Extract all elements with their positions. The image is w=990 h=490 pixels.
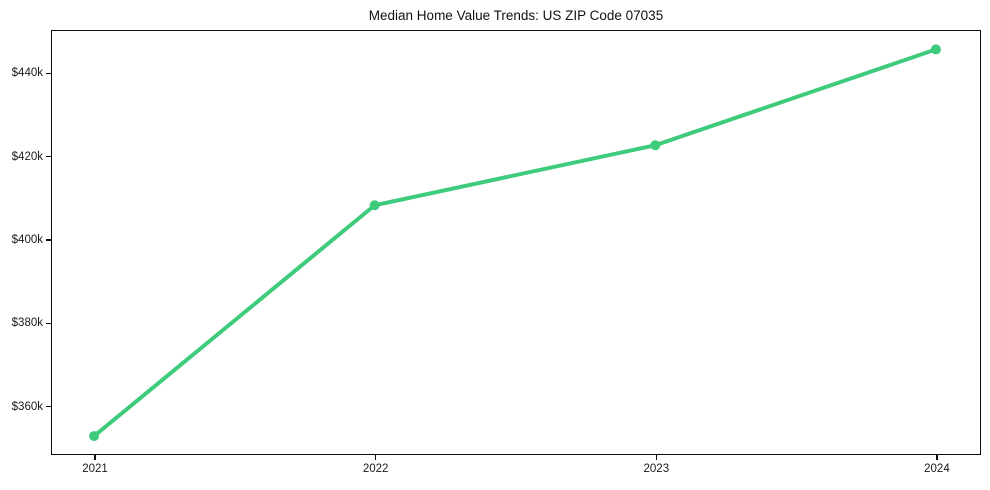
trend-line bbox=[92, 47, 939, 439]
y-tick-label: $380k bbox=[11, 317, 43, 330]
chart-title: Median Home Value Trends: US ZIP Code 07… bbox=[368, 8, 664, 23]
x-tick-mark bbox=[374, 455, 377, 460]
y-tick-label: $440k bbox=[11, 67, 43, 80]
x-tick-mark bbox=[94, 455, 96, 460]
y-tick-mark bbox=[46, 155, 51, 158]
y-tick-mark bbox=[46, 239, 51, 241]
x-tick-label: 2024 bbox=[924, 463, 950, 475]
y-tick-mark bbox=[46, 322, 51, 325]
plot-area bbox=[51, 30, 981, 455]
line-series-svg bbox=[89, 44, 942, 442]
y-tick-mark bbox=[46, 72, 51, 75]
x-tick-label: 2021 bbox=[82, 463, 108, 475]
x-tick-mark bbox=[655, 455, 658, 460]
y-tick-label: $360k bbox=[11, 400, 43, 413]
data-point-marker bbox=[89, 431, 100, 442]
y-tick-mark bbox=[46, 405, 51, 408]
data-point-marker bbox=[650, 140, 661, 151]
x-tick-label: 2022 bbox=[362, 463, 389, 475]
y-tick-label: $420k bbox=[11, 150, 43, 163]
y-tick-label: $400k bbox=[11, 234, 43, 246]
data-point-marker bbox=[370, 200, 381, 211]
x-tick-mark bbox=[936, 455, 938, 460]
x-tick-label: 2023 bbox=[643, 463, 670, 475]
data-point-marker bbox=[931, 44, 942, 55]
